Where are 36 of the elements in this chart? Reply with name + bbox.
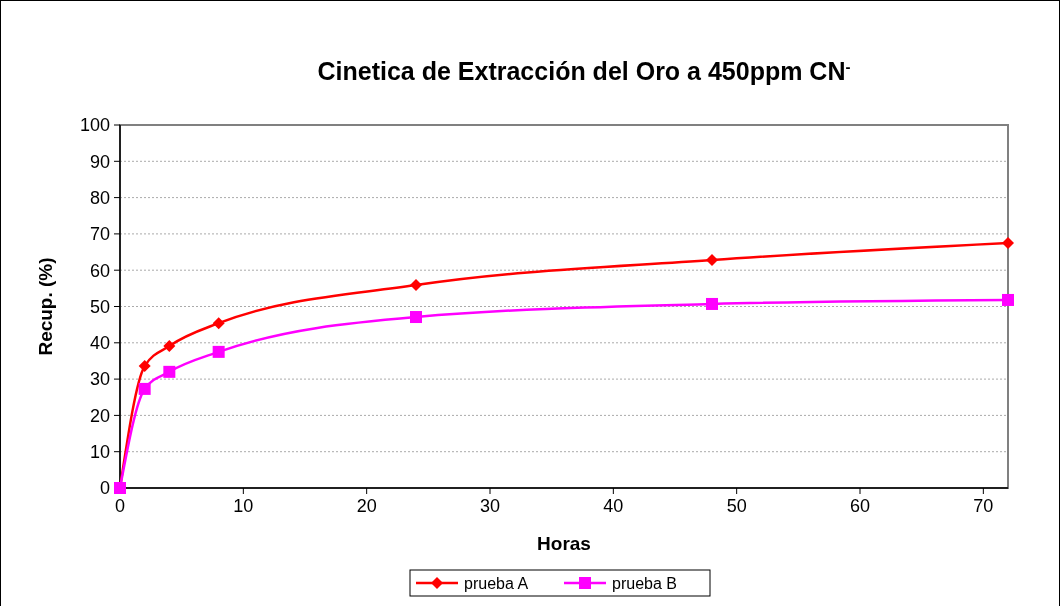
y-tick-label: 100 [79,115,110,136]
point [706,254,718,267]
point [138,382,151,395]
x-tick-label: 40 [603,496,624,516]
point [1002,236,1014,249]
point [706,297,718,310]
point [163,365,176,378]
x-tick-label: 20 [356,496,377,516]
y-tick-label: 30 [89,369,110,390]
y-tick-label: 80 [89,187,110,208]
x-tick-label: 0 [114,496,126,516]
x-tick-label: 70 [973,496,994,516]
chart-title: Cinetica de Extracción del Oro a 450ppm CN$^{-}$ [317,57,851,85]
point [1002,293,1014,306]
y-tick-label: 20 [89,405,110,426]
y-axis-title: Recup. (%) [35,257,56,356]
y-tick-label: 40 [89,333,110,354]
point [138,360,151,373]
x-tick-label: 60 [849,496,871,516]
y-tick-label: 70 [89,224,110,245]
point [212,317,225,330]
y-tick-label: 0 [99,478,110,499]
point [410,279,422,292]
point [410,311,422,324]
y-tick-label: 60 [89,260,110,281]
x-tick-label: 30 [479,496,501,516]
x-axis-title: Horas [537,533,591,554]
y-tick-label: 50 [89,296,110,317]
x-tick-label: 50 [726,496,747,516]
point [212,345,225,358]
y-tick-label: 10 [89,442,110,462]
x-tick-label: 10 [233,496,254,516]
point [163,340,176,353]
legend-label: prueba A [464,574,529,592]
legend-label: prueba B [612,574,677,592]
y-tick-label: 90 [89,151,110,172]
